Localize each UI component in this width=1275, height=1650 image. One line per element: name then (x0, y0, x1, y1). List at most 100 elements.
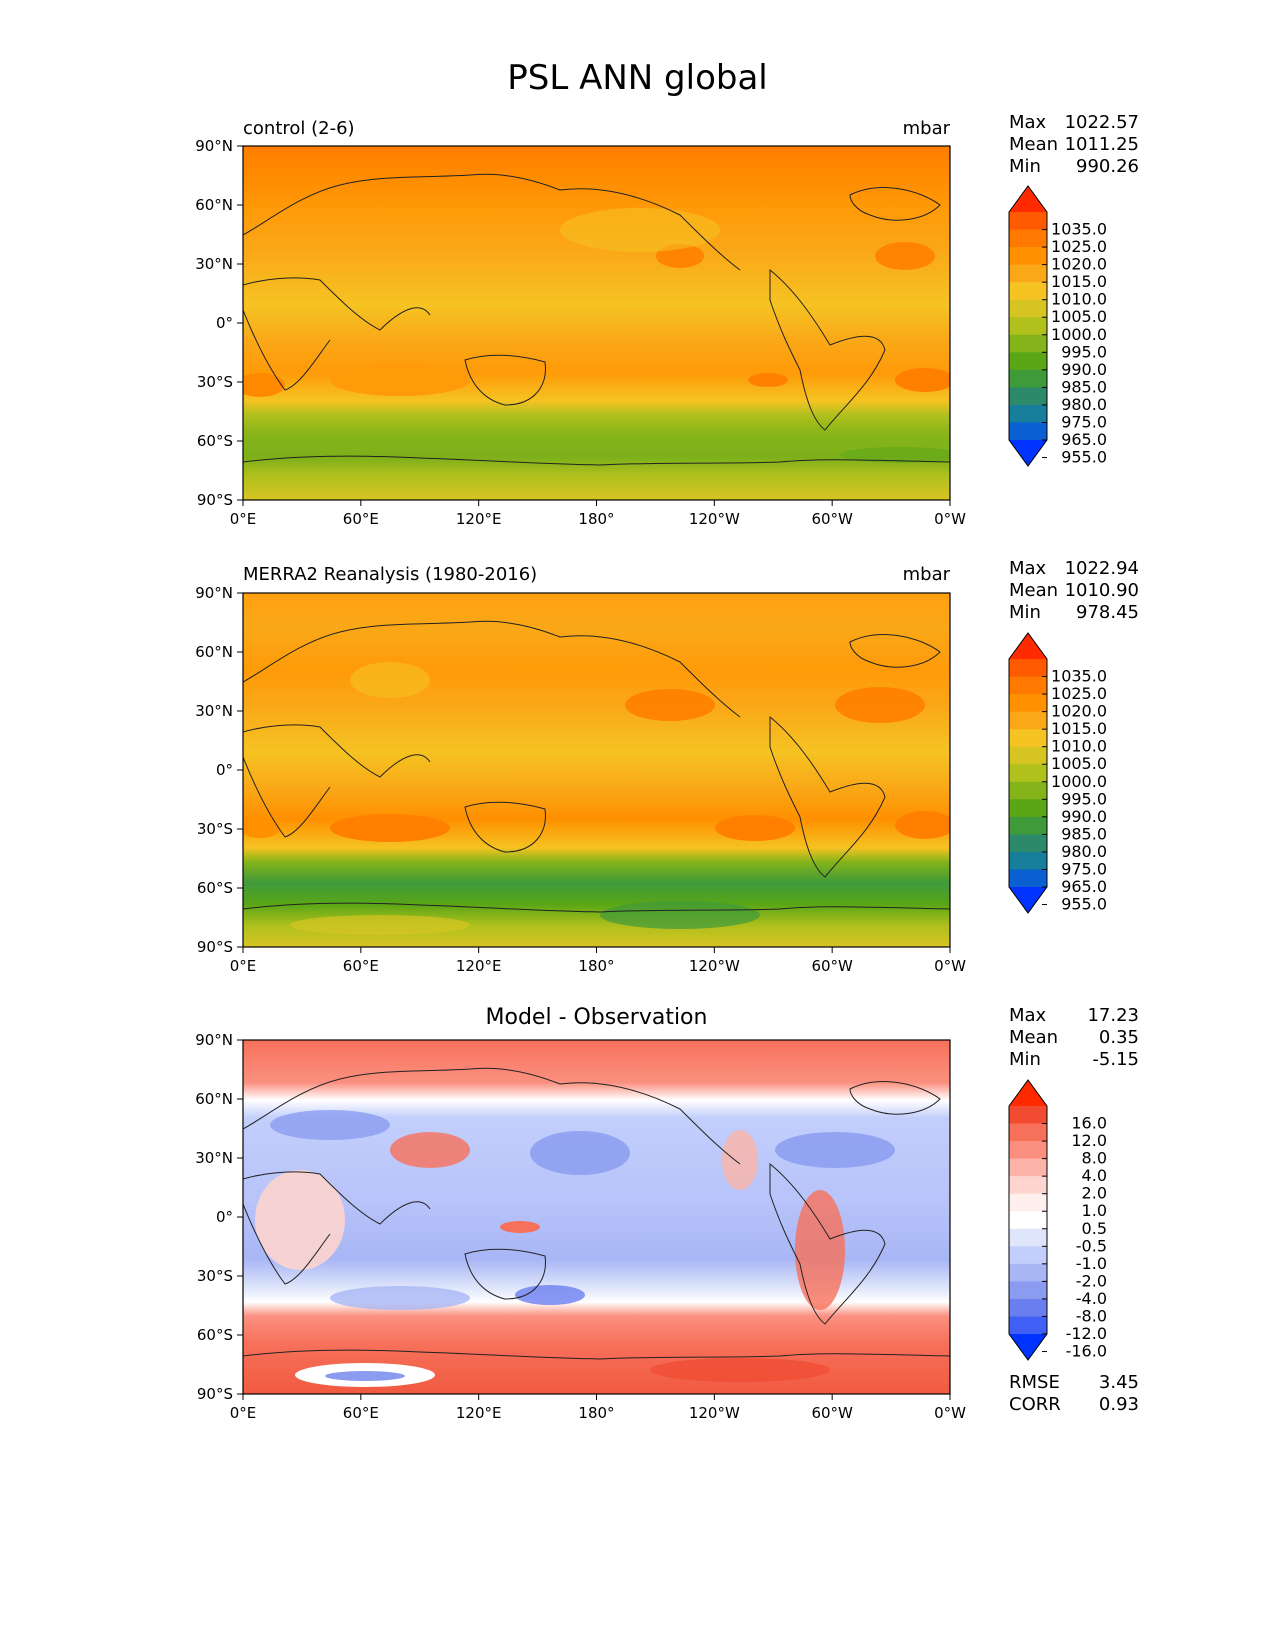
panel-2-colorbar: 1035.01025.01020.01015.01010.01005.01000… (1008, 632, 1107, 914)
lon-tick-label: 60°W (811, 510, 853, 528)
panel-1-features (243, 208, 950, 463)
lon-tick-label: 120°W (689, 510, 740, 528)
colorbar-segment (1009, 851, 1047, 870)
lon-tick-label: 60°E (343, 510, 379, 528)
colorbar-segment (1009, 317, 1047, 336)
colorbar-segment (1009, 422, 1047, 441)
lon-tick-label: 120°W (689, 1404, 740, 1422)
lat-tick-label: 30°S (197, 1267, 233, 1285)
panel-2-map: 90°N 60°N 30°N 0° 30°S 60°S 90°S0°E 60°E 120°E 18… (195, 584, 966, 975)
colorbar-tick-label: -12.0 (1066, 1324, 1107, 1343)
panel-2-units: mbar (902, 564, 950, 585)
panel-2-axes: 90°N 60°N 30°N 0° 30°S 60°S 90°S0°E 60°E 120°E 18… (195, 584, 966, 975)
colorbar-segment (1009, 1211, 1047, 1230)
lon-tick-label: 60°E (343, 957, 379, 975)
colorbar-tick-label: 955.0 (1061, 448, 1107, 467)
stat-label: Min (1009, 602, 1041, 623)
stat-value: 0.93 (1098, 1394, 1139, 1415)
lon-tick-label: 180° (578, 510, 614, 528)
stat-value: 0.35 (1098, 1027, 1139, 1048)
colorbar-tick-label: 16.0 (1071, 1114, 1107, 1133)
lon-tick-label: 0°E (230, 1404, 257, 1422)
panel-3-coastlines (243, 1067, 950, 1360)
colorbar-segment (1009, 1106, 1047, 1125)
colorbar-segment (1009, 334, 1047, 353)
colorbar-segment (1009, 247, 1047, 266)
colorbar-extend-max (1009, 186, 1047, 212)
stat-value: 1022.94 (1064, 558, 1139, 579)
colorbar-tick-label: 1.0 (1082, 1201, 1107, 1220)
stat-label: CORR (1009, 1394, 1061, 1415)
panel-1-stats: Max 1022.57 Mean 1011.25 Min 990.26 (1009, 112, 1139, 178)
colorbar-tick-label: 1010.0 (1051, 290, 1107, 309)
lat-tick-label: 30°N (195, 255, 233, 273)
colorbar-segment (1009, 1263, 1047, 1282)
colorbar-extend-max (1009, 633, 1047, 659)
colorbar-tick-label: 965.0 (1061, 877, 1107, 896)
lon-tick-label: 0°E (230, 957, 257, 975)
colorbar-tick-label: 4.0 (1082, 1166, 1107, 1185)
colorbar-segment (1009, 1298, 1047, 1317)
colorbar-tick-label: 975.0 (1061, 859, 1107, 878)
colorbar-extend-min (1009, 1334, 1047, 1360)
colorbar-tick-label: 0.5 (1082, 1219, 1107, 1238)
lat-tick-label: 90°S (197, 938, 233, 956)
panel-2-field (243, 593, 950, 947)
lat-tick-label: 30°S (197, 373, 233, 391)
colorbar-tick-label: 995.0 (1061, 789, 1107, 808)
panel-3-colorbar: 16.012.08.04.02.01.00.5-0.5-1.0-2.0-4.0-… (1008, 1079, 1107, 1361)
colorbar-tick-label: -8.0 (1076, 1306, 1107, 1325)
colorbar-tick-label: 12.0 (1071, 1131, 1107, 1150)
figure-title: PSL ANN global (507, 58, 768, 98)
colorbar-tick-label: 1020.0 (1051, 702, 1107, 721)
colorbar-tick-label: 8.0 (1082, 1149, 1107, 1168)
lon-tick-label: 60°W (811, 1404, 853, 1422)
colorbar-segment (1009, 1246, 1047, 1265)
lat-tick-label: 60°N (195, 196, 233, 214)
panel-2-features (243, 662, 950, 935)
lat-tick-label: 30°N (195, 1149, 233, 1167)
colorbar-segment (1009, 799, 1047, 818)
panel-1-map: 90°N 60°N 30°N 0° 30°S 60°S 90°S0°E 60°E 120°E 18… (195, 137, 966, 528)
colorbar-tick-label: 1015.0 (1051, 272, 1107, 291)
panel-3-error-stats: RMSE 3.45 CORR 0.93 (1009, 1372, 1139, 1416)
colorbar-segment (1009, 659, 1047, 678)
colorbar-tick-label: 1020.0 (1051, 255, 1107, 274)
colorbar-segment (1009, 1281, 1047, 1300)
panel-3-map: 90°N 60°N 30°N 0° 30°S 60°S 90°S0°E 60°E 120°E 18… (195, 1031, 966, 1422)
colorbar-segment (1009, 816, 1047, 835)
colorbar-segment (1009, 781, 1047, 800)
panel-3-axes: 90°N 60°N 30°N 0° 30°S 60°S 90°S0°E 60°E 120°E 18… (195, 1031, 966, 1422)
lon-tick-label: 0°W (934, 510, 966, 528)
lon-tick-label: 120°E (456, 510, 502, 528)
colorbar-segment (1009, 352, 1047, 371)
lat-tick-label: 90°N (195, 1031, 233, 1049)
lat-tick-label: 0° (216, 314, 233, 332)
colorbar-extend-min (1009, 887, 1047, 913)
colorbar-tick-label: 980.0 (1061, 395, 1107, 414)
stat-label: Mean (1009, 1027, 1059, 1048)
colorbar-extend-max (1009, 1080, 1047, 1106)
colorbar-segment (1009, 1141, 1047, 1160)
colorbar-segment (1009, 676, 1047, 695)
colorbar-tick-label: 990.0 (1061, 807, 1107, 826)
lon-tick-label: 0°W (934, 957, 966, 975)
lat-tick-label: 90°N (195, 137, 233, 155)
colorbar-tick-label: 985.0 (1061, 824, 1107, 843)
stat-value: 17.23 (1087, 1005, 1139, 1026)
colorbar-segment (1009, 1193, 1047, 1212)
colorbar-tick-label: 1015.0 (1051, 719, 1107, 738)
stat-label: Min (1009, 156, 1041, 177)
lon-tick-label: 120°W (689, 957, 740, 975)
colorbar-tick-label: 1035.0 (1051, 667, 1107, 686)
colorbar-segment (1009, 404, 1047, 423)
lon-tick-label: 60°E (343, 1404, 379, 1422)
colorbar-segment (1009, 834, 1047, 853)
lon-tick-label: 0°E (230, 510, 257, 528)
lat-tick-label: 90°S (197, 1385, 233, 1403)
colorbar-segment (1009, 387, 1047, 406)
colorbar-tick-label: 1035.0 (1051, 220, 1107, 239)
panel-1-units: mbar (902, 118, 950, 139)
panel-1-colorbar: 1035.01025.01020.01015.01010.01005.01000… (1008, 185, 1107, 467)
